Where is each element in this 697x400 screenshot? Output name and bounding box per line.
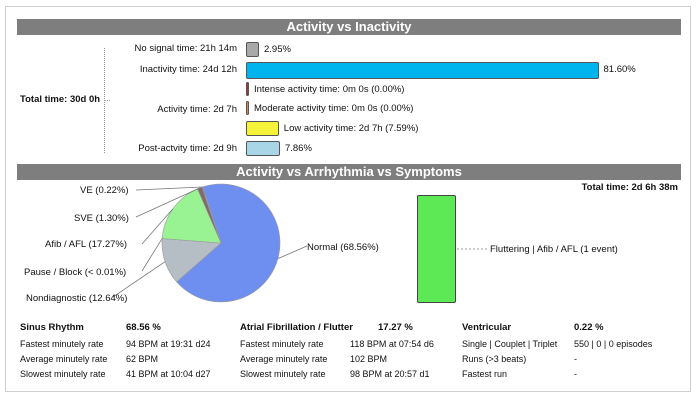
ventricular-percent: 0.22 % xyxy=(574,322,604,333)
pie-leader-line xyxy=(135,186,203,191)
no-signal-label: No signal time: 21h 14m xyxy=(134,43,237,54)
sinus-slowest-value: 41 BPM at 10:04 d27 xyxy=(126,369,211,379)
pie-label-afib: Afib / AFL (17.27%) xyxy=(45,239,127,250)
moderate-activity-label: Moderate activity time: 0m 0s (0.00%) xyxy=(254,103,414,114)
sinus-average-value: 62 BPM xyxy=(126,354,159,364)
pie-leader-line xyxy=(141,238,163,272)
intense-activity-label: Intense activity time: 0m 0s (0.00%) xyxy=(254,84,405,95)
pie-leader-line xyxy=(135,187,200,218)
inactivity-value: 81.60% xyxy=(603,64,636,75)
post-activity-value: 7.86% xyxy=(284,143,312,154)
afib-event-bar xyxy=(417,195,456,303)
pie-label-ve: VE (0.22%) xyxy=(80,185,129,196)
no-signal-bar xyxy=(246,42,259,57)
ventricular-fastest-value: - xyxy=(574,369,577,379)
sinus-fastest-value: 94 BPM at 19:31 d24 xyxy=(126,339,211,349)
inactivity-bar xyxy=(246,62,599,79)
afib-average-value: 102 BPM xyxy=(350,354,388,364)
intense-activity-bar xyxy=(246,82,249,96)
arrhythmia-section-title: Activity vs Arrhythmia vs Symptoms xyxy=(17,164,681,180)
arrhythmia-total-time: Total time: 2d 6h 38m xyxy=(581,182,678,193)
low-activity-bar xyxy=(246,121,279,136)
ventricular-runs-value: - xyxy=(574,354,577,364)
pie-leader-line xyxy=(141,208,174,245)
afib-average-label: Average minutely rate xyxy=(240,354,328,364)
pie-label-pause: Pause / Block (< 0.01%) xyxy=(24,267,126,278)
event-label: Fluttering | Afib / AFL (1 event) xyxy=(490,244,618,255)
activity-bracket-tick xyxy=(104,100,110,101)
activity-total-time: Total time: 30d 0h xyxy=(20,94,101,105)
inactivity-label: Inactivity time: 24d 12h xyxy=(139,64,237,75)
pie-label-nondiagnostic: Nondiagnostic (12.64%) xyxy=(26,293,127,304)
sinus-slowest-label: Slowest minutely rate xyxy=(20,369,106,379)
activity-section-title: Activity vs Inactivity xyxy=(17,19,681,35)
ventricular-fastest-label: Fastest run xyxy=(462,369,508,379)
ventricular-runs-label: Runs (>3 beats) xyxy=(462,354,527,364)
afib-fastest-value: 118 BPM at 07:54 d6 xyxy=(350,339,434,349)
low-activity-label: Low activity time: 2d 7h (7.59%) xyxy=(283,123,419,134)
sinus-fastest-label: Fastest minutely rate xyxy=(20,339,104,349)
afib-fastest-label: Fastest minutely rate xyxy=(240,339,324,349)
sinus-average-label: Average minutely rate xyxy=(20,354,108,364)
sinus-title: Sinus Rhythm xyxy=(20,322,84,333)
pie-leader-line xyxy=(277,245,308,260)
pie-leader-line xyxy=(112,261,166,298)
ventricular-single-label: Single | Couplet | Triplet xyxy=(462,339,558,349)
pie-label-sve: SVE (1.30%) xyxy=(74,213,129,224)
moderate-activity-bar xyxy=(246,101,249,115)
ventricular-title: Ventricular xyxy=(462,322,512,333)
post-activity-bar xyxy=(246,141,280,156)
no-signal-value: 2.95% xyxy=(264,44,291,55)
afib-slowest-value: 98 BPM at 20:57 d1 xyxy=(350,369,430,379)
pie-label-normal: Normal (68.56%) xyxy=(307,242,379,253)
afib-title: Atrial Fibrillation / Flutter xyxy=(240,322,353,333)
activity-label: Activity time: 2d 7h xyxy=(157,104,237,115)
post-activity-label: Post-actvity time: 2d 9h xyxy=(138,143,237,154)
afib-slowest-label: Slowest minutely rate xyxy=(240,369,326,379)
sinus-percent: 68.56 % xyxy=(126,322,161,333)
afib-percent: 17.27 % xyxy=(378,322,413,333)
ventricular-single-value: 550 | 0 | 0 episodes xyxy=(574,339,653,349)
